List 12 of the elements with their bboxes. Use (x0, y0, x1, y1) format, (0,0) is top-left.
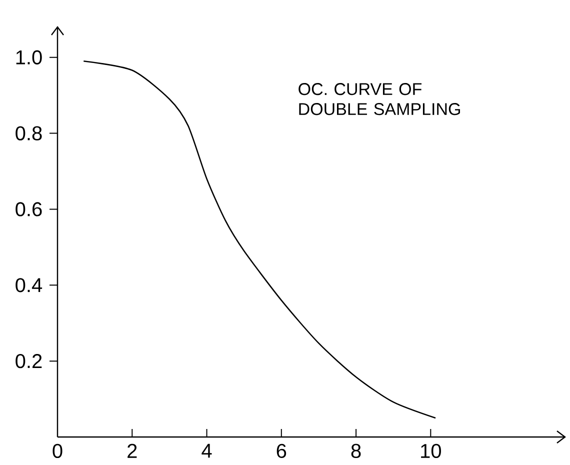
x-tick-label: 6 (276, 444, 286, 458)
y-tick-label: 0.8 (16, 126, 42, 141)
x-tick-label: 2 (128, 444, 137, 458)
y-tick-label: 0.4 (16, 278, 42, 292)
x-tick-label: 10 (421, 444, 441, 458)
x-tick-label: 0 (52, 444, 62, 458)
x-tick-label: 8 (351, 444, 361, 458)
x-tick-label: 4 (202, 444, 212, 458)
y-tick-label: 0.2 (16, 354, 42, 368)
y-tick-label: 1.0 (16, 50, 42, 65)
annotation: OC. CURVE OF DOUBLE SAMPLING (298, 83, 460, 116)
y-tick-label: 0.6 (16, 202, 42, 216)
